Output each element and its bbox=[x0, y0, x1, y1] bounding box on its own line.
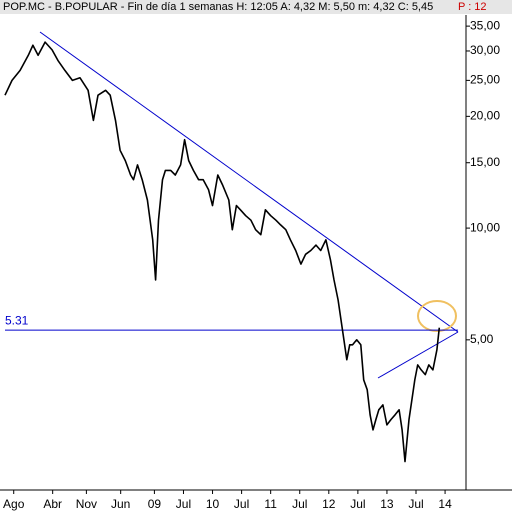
y-tick-label: 35,00 bbox=[470, 18, 500, 32]
x-tick-label: Jul bbox=[408, 497, 423, 511]
y-tick-label: 5,00 bbox=[470, 332, 494, 346]
x-tick-label: 09 bbox=[148, 497, 162, 511]
y-tick-label: 25,00 bbox=[470, 73, 500, 87]
x-tick-label: 10 bbox=[206, 497, 220, 511]
level-label: 5.31 bbox=[5, 313, 29, 327]
y-tick-label: 30,00 bbox=[470, 43, 500, 57]
x-tick-label: Ago bbox=[3, 497, 25, 511]
x-tick-label: 11 bbox=[264, 497, 277, 511]
y-tick-label: 15,00 bbox=[470, 155, 500, 169]
x-tick-label: Jul bbox=[234, 497, 249, 511]
chart-title: POP.MC - B.POPULAR - Fin de día 1 semana… bbox=[3, 1, 433, 13]
highlight-circle bbox=[417, 300, 457, 332]
x-tick-label: 12 bbox=[322, 497, 336, 511]
x-tick-label: Jul bbox=[350, 497, 365, 511]
x-tick-label: 13 bbox=[380, 497, 394, 511]
y-tick-label: 10,00 bbox=[470, 220, 500, 234]
price-line bbox=[4, 41, 441, 463]
x-tick-label: Jul bbox=[292, 497, 307, 511]
chart-subtitle: P : 12 bbox=[458, 1, 487, 13]
header-bar bbox=[0, 0, 512, 14]
x-tick-label: Abr bbox=[43, 497, 62, 511]
x-tick-label: Nov bbox=[76, 497, 97, 511]
trend-line bbox=[39, 31, 459, 333]
trend-line bbox=[377, 331, 459, 379]
x-tick-label: Jul bbox=[176, 497, 191, 511]
x-tick-label: Jun bbox=[111, 497, 130, 511]
y-tick-label: 20,00 bbox=[470, 109, 500, 123]
x-tick-label: 14 bbox=[438, 497, 452, 511]
